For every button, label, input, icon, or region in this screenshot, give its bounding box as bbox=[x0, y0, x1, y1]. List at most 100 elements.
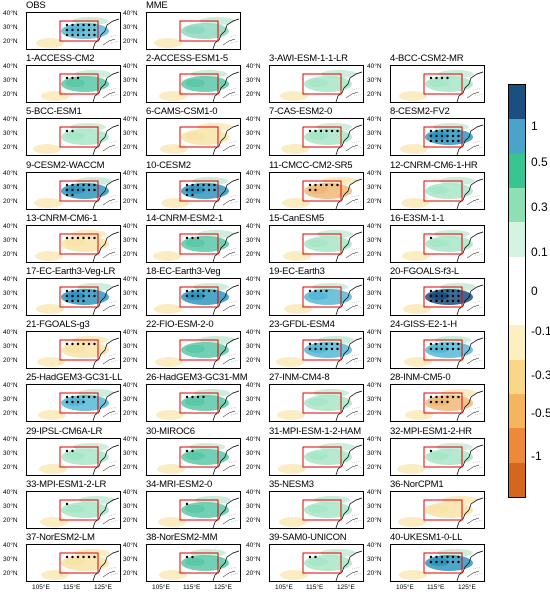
significance-dot bbox=[308, 555, 312, 559]
map-svg bbox=[284, 283, 363, 315]
significance-dot bbox=[93, 236, 96, 239]
anomaly-blob bbox=[37, 357, 65, 368]
significance-dot bbox=[196, 183, 200, 186]
panel-title: MME bbox=[146, 0, 168, 11]
significance-dot bbox=[440, 135, 444, 138]
colorbar-tick-label: 0.5 bbox=[531, 155, 548, 169]
significance-dot bbox=[65, 33, 69, 37]
map-frame bbox=[269, 331, 364, 370]
map-frame bbox=[269, 490, 364, 529]
significance-dot bbox=[93, 555, 96, 559]
map-svg bbox=[154, 17, 240, 49]
latitude-label: 20°N bbox=[123, 304, 138, 311]
significance-dot bbox=[325, 342, 328, 346]
significance-dot bbox=[93, 33, 96, 37]
anomaly-core bbox=[185, 26, 205, 34]
coastline bbox=[212, 71, 240, 103]
significance-dot bbox=[440, 401, 444, 404]
panel-title: 15-CanESM5 bbox=[269, 212, 325, 224]
significance-dot bbox=[457, 347, 460, 351]
colorbar-tick-label: 0 bbox=[531, 284, 538, 298]
significance-dot bbox=[93, 289, 96, 293]
significance-dot bbox=[191, 183, 194, 186]
latitude-label: 20°N bbox=[3, 144, 18, 152]
map-svg bbox=[35, 229, 120, 262]
colorbar-segment bbox=[509, 291, 525, 326]
latitude-label: 20°N bbox=[367, 357, 382, 365]
significance-dot bbox=[65, 188, 69, 191]
latitude-label: 40°N bbox=[246, 116, 261, 124]
study-region-box bbox=[423, 552, 463, 574]
significance-dot bbox=[330, 342, 334, 346]
coastline bbox=[222, 91, 236, 99]
map-frame bbox=[146, 544, 241, 582]
coastline bbox=[212, 178, 240, 209]
significance-dot bbox=[457, 560, 460, 564]
panel-title: 2-ACCESS-ESM1-5 bbox=[146, 53, 228, 65]
study-region-box bbox=[179, 446, 219, 468]
coastline bbox=[335, 178, 363, 209]
significance-dot bbox=[93, 294, 96, 298]
panel-title: 25-HadGEM3-GC31-LL bbox=[26, 372, 123, 384]
significance-dot bbox=[71, 289, 74, 293]
border-line bbox=[351, 247, 363, 256]
map-svg bbox=[277, 389, 363, 422]
coastline bbox=[222, 570, 236, 578]
anomaly-core bbox=[185, 345, 205, 354]
significance-dot bbox=[65, 76, 69, 80]
significance-dot bbox=[82, 289, 85, 293]
map-panel: 34-MRI-ESM2-0 40°N 30°N 20°N bbox=[120, 479, 245, 535]
anomaly-blob bbox=[398, 516, 426, 527]
latitude-label: 40°N bbox=[3, 222, 18, 230]
study-region-box bbox=[302, 392, 342, 414]
significance-dot bbox=[435, 289, 438, 293]
latitude-label: 40°N bbox=[367, 329, 382, 337]
significance-dot bbox=[457, 140, 460, 143]
map-panel: 16-E3SM-1-1 40°N 30°N 20°N bbox=[364, 213, 489, 269]
panel-title: OBS bbox=[26, 0, 46, 11]
latitude-label: 40°N bbox=[123, 435, 138, 443]
significance-dot bbox=[87, 396, 91, 399]
anomaly-core bbox=[429, 238, 449, 247]
latitude-label: 30°N bbox=[123, 236, 138, 244]
anomaly-blob bbox=[403, 304, 431, 314]
colorbar-segment bbox=[509, 85, 525, 120]
anomaly-blob bbox=[36, 304, 64, 314]
anomaly-core bbox=[308, 185, 328, 194]
latitude-label: 20°N bbox=[367, 463, 382, 471]
latitude-label: 40°N bbox=[123, 116, 138, 124]
significance-dot bbox=[185, 555, 189, 559]
significance-dot bbox=[325, 347, 328, 351]
coastline bbox=[345, 304, 359, 312]
significance-dot bbox=[65, 183, 69, 186]
longitude-label: 105°E bbox=[396, 584, 414, 591]
anomaly-core bbox=[185, 504, 205, 513]
latitude-label: 20°N bbox=[246, 410, 261, 418]
coastline bbox=[335, 444, 363, 475]
anomaly-core bbox=[65, 398, 85, 407]
border-line bbox=[108, 353, 120, 363]
map-frame bbox=[269, 384, 364, 423]
significance-dot bbox=[435, 135, 438, 138]
significance-dot bbox=[191, 396, 194, 399]
map-frame bbox=[26, 384, 121, 423]
significance-dot bbox=[308, 342, 312, 346]
panel-title: 31-MPI-ESM-1-2-HAM bbox=[269, 425, 361, 437]
border-line bbox=[108, 247, 120, 256]
significance-dot bbox=[325, 183, 328, 186]
coastline bbox=[102, 251, 116, 259]
panel-title: 38-NorESM2-MM bbox=[146, 532, 218, 543]
significance-dot bbox=[435, 140, 438, 143]
coastline bbox=[222, 304, 236, 312]
latitude-label: 40°N bbox=[123, 329, 138, 337]
significance-dot bbox=[451, 289, 455, 293]
longitude-label: 125°E bbox=[458, 584, 476, 591]
coastline bbox=[456, 550, 484, 581]
latitude-label: 40°N bbox=[123, 63, 138, 71]
coastline bbox=[345, 464, 359, 471]
coastline bbox=[92, 497, 120, 528]
significance-dot bbox=[76, 396, 80, 399]
anomaly-blob bbox=[161, 197, 189, 208]
colorbar-segment bbox=[509, 394, 525, 429]
border-line bbox=[108, 34, 120, 44]
